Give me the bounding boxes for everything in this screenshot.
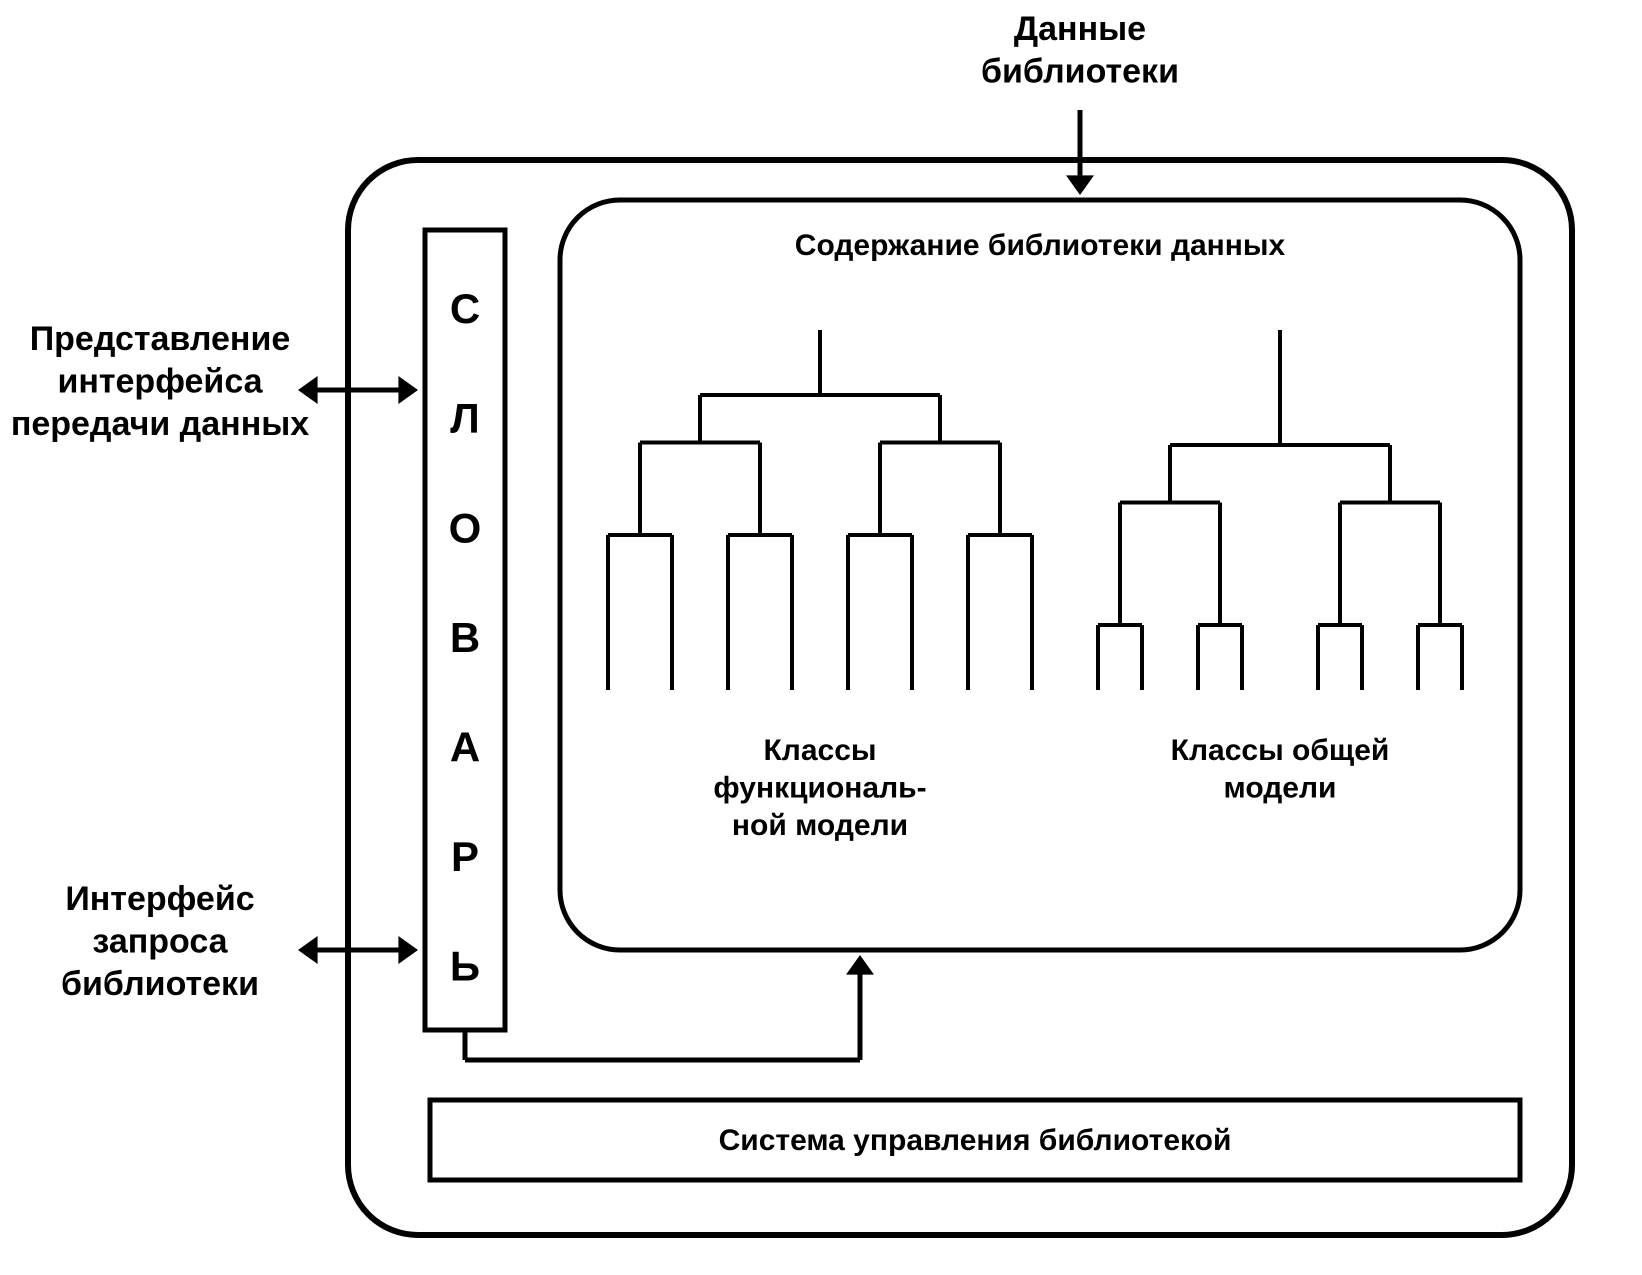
left-upper-label: Представлениеинтерфейсапередачи данных <box>11 320 309 443</box>
dictionary-letter: С <box>450 285 480 332</box>
left-lower-label: Интерфейсзапросабиблиотеки <box>61 880 259 1003</box>
dictionary-letter: Ь <box>450 943 480 990</box>
functional-model-tree <box>608 330 1032 690</box>
dictionary-letter: О <box>449 504 482 551</box>
library-architecture-diagram: Содержание библиотеки данных Классыфункци… <box>0 0 1642 1275</box>
top-arrow <box>1066 110 1094 195</box>
functional-model-label: Классыфункциональ-ной модели <box>713 734 926 842</box>
dictionary-letter: Р <box>451 833 479 880</box>
dictionary-letter: В <box>450 614 480 661</box>
inner-title: Содержание библиотеки данных <box>795 229 1286 262</box>
left-upper-arrow <box>298 376 418 404</box>
top-label: Данныебиблиотеки <box>981 10 1179 91</box>
outer-container <box>348 160 1572 1235</box>
management-system-label: Система управления библиотекой <box>719 1124 1232 1157</box>
management-system-box: Система управления библиотекой <box>430 1100 1520 1180</box>
dict-to-content-arrow <box>465 955 874 1060</box>
dictionary-letter: А <box>450 724 480 771</box>
general-model-label: Классы общеймодели <box>1171 734 1390 805</box>
data-library-content-box: Содержание библиотеки данных Классыфункци… <box>560 200 1520 950</box>
left-lower-arrow <box>298 936 418 964</box>
dictionary-box: С Л О В А Р Ь <box>425 230 505 1030</box>
dictionary-letter: Л <box>450 395 479 442</box>
general-model-tree <box>1098 330 1462 690</box>
